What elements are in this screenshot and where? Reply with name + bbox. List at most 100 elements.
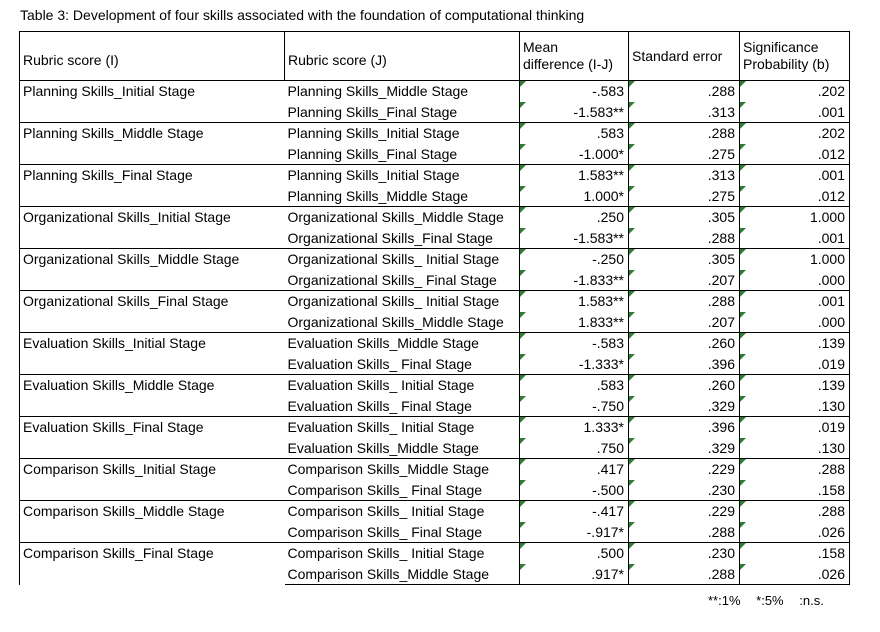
mean-difference-cell: -.417 xyxy=(519,500,629,522)
rubric-j-cell: Evaluation Skills_Middle Stage xyxy=(284,332,520,354)
mean-difference-cell: -1.583** xyxy=(519,227,629,249)
significance-cell: .288 xyxy=(739,500,850,522)
mean-difference-cell: -1.333* xyxy=(519,353,629,375)
table-row: Organizational Skills_Middle Stage 1.833*… xyxy=(20,311,850,333)
mean-difference-cell: .583 xyxy=(519,374,629,396)
standard-error-cell: .396 xyxy=(628,416,740,438)
mean-difference-cell: -1.833** xyxy=(519,269,629,291)
rubric-j-cell: Comparison Skills_Middle Stage xyxy=(284,458,520,480)
rubric-j-cell: Planning Skills_Initial Stage xyxy=(284,164,520,186)
rubric-j-cell: Evaluation Skills_ Final Stage xyxy=(287,397,472,414)
significance-cell: .001 xyxy=(739,164,850,186)
mean-difference-cell: .917* xyxy=(519,563,629,585)
significance-cell: .026 xyxy=(739,563,850,585)
table-row: Evaluation Skills_Middle Stage .750.329.1… xyxy=(20,437,850,459)
significance-legend: **:1% *:5% :n.s. xyxy=(708,593,834,608)
mean-difference-cell: 1.000* xyxy=(519,185,629,207)
rubric-i-cell: Comparison Skills_Middle Stage xyxy=(19,500,285,543)
rubric-i-cell: Organizational Skills_Final Stage xyxy=(19,290,285,333)
significance-cell: .012 xyxy=(739,185,850,207)
standard-error-cell: .288 xyxy=(628,122,740,144)
rubric-j-cell: Organizational Skills_ Initial Stage xyxy=(284,290,520,312)
table-row: Planning Skills_Final Stage -1.583** .313.… xyxy=(20,101,850,123)
standard-error-cell: .288 xyxy=(628,563,740,585)
standard-error-cell: .396 xyxy=(628,353,740,375)
standard-error-cell: .229 xyxy=(628,500,740,522)
rubric-j-cell: Planning Skills_Initial Stage xyxy=(284,122,520,144)
standard-error-cell: .275 xyxy=(628,185,740,207)
header-sig-line1: Significance xyxy=(743,39,819,55)
header-row: Rubric score (I) Rubric score (J) Mean d… xyxy=(19,31,850,81)
mean-difference-cell: -.750 xyxy=(519,395,629,417)
standard-error-cell: .329 xyxy=(628,395,740,417)
rubric-i-cell: Evaluation Skills_Initial Stage xyxy=(19,332,285,375)
significance-cell: .202 xyxy=(739,122,850,144)
standard-error-cell: .329 xyxy=(628,437,740,459)
mean-difference-cell: .500 xyxy=(519,542,629,564)
significance-cell: .026 xyxy=(739,521,850,543)
table-row: Evaluation Skills_Final Stage Evaluation … xyxy=(19,416,850,459)
rubric-j-cell: Planning Skills_Final Stage xyxy=(287,103,458,120)
mean-difference-cell: -.250 xyxy=(519,248,629,270)
table-row: Evaluation Skills_Middle Stage Evaluation… xyxy=(19,374,850,417)
header-rubric-i: Rubric score (I) xyxy=(19,31,285,81)
table-row: Organizational Skills_Final Stage -1.583*… xyxy=(20,227,850,249)
standard-error-cell: .288 xyxy=(628,227,740,249)
rubric-i-cell: Evaluation Skills_Final Stage xyxy=(19,416,285,459)
mean-difference-cell: -.583 xyxy=(519,332,629,354)
table-row: Comparison Skills_Initial Stage Compariso… xyxy=(19,458,850,501)
legend-one-percent: **:1% xyxy=(708,593,741,608)
rubric-j-cell: Planning Skills_Middle Stage xyxy=(284,80,520,102)
rubric-i-cell: Comparison Skills_Initial Stage xyxy=(19,458,285,501)
mean-difference-cell: .583 xyxy=(519,122,629,144)
rubric-j-cell: Evaluation Skills_ Initial Stage xyxy=(284,374,520,396)
rubric-j-cell: Organizational Skills_Final Stage xyxy=(287,229,493,246)
mean-difference-cell: -1.000* xyxy=(519,143,629,165)
standard-error-cell: .260 xyxy=(628,374,740,396)
table-row: Comparison Skills_Middle Stage .917* .288.… xyxy=(20,563,850,585)
table-row: Organizational Skills_Middle Stage Organi… xyxy=(19,248,850,291)
mean-difference-cell: 1.333* xyxy=(519,416,629,438)
rubric-j-cell: Organizational Skills_Middle Stage xyxy=(287,313,504,330)
mean-difference-cell: 1.833** xyxy=(519,311,629,333)
table-row: Comparison Skills_Final Stage Comparison … xyxy=(19,542,850,585)
significance-cell: .000 xyxy=(739,269,850,291)
rubric-j-cell: Comparison Skills_Middle Stage xyxy=(284,563,520,585)
significance-cell: .288 xyxy=(739,458,850,480)
table-row: Planning Skills_Middle Stage 1.000* .275.0… xyxy=(20,185,850,207)
standard-error-cell: .230 xyxy=(628,542,740,564)
table-row: Organizational Skills_Final Stage Organiz… xyxy=(19,290,850,333)
standard-error-cell: .288 xyxy=(628,290,740,312)
significance-cell: .130 xyxy=(739,437,850,459)
standard-error-cell: .275 xyxy=(628,143,740,165)
header-mean-line1: Mean xyxy=(523,39,559,55)
significance-cell: .158 xyxy=(739,542,850,564)
standard-error-cell: .313 xyxy=(628,164,740,186)
table-row: Planning Skills_Initial Stage Planning Sk… xyxy=(19,80,850,123)
header-mean-line2: difference (I-J) xyxy=(523,56,613,72)
significance-cell: .139 xyxy=(739,374,850,396)
header-standard-error: Standard error xyxy=(628,31,740,81)
rubric-j-cell: Comparison Skills_ Final Stage xyxy=(287,523,483,540)
significance-cell: .202 xyxy=(739,80,850,102)
significance-cell: .001 xyxy=(739,227,850,249)
header-significance: Significance Probability (b) xyxy=(739,31,850,81)
table-caption: Table 3: Development of four skills asso… xyxy=(20,7,585,23)
standard-error-cell: .207 xyxy=(628,311,740,333)
rubric-i-cell: Planning Skills_Middle Stage xyxy=(19,122,285,165)
significance-cell: .019 xyxy=(739,416,850,438)
rubric-j-cell: Evaluation Skills_ Final Stage xyxy=(287,355,472,372)
rubric-i-cell: Organizational Skills_Middle Stage xyxy=(19,248,285,291)
table-row: Comparison Skills_ Final Stage -.917* .288… xyxy=(20,521,850,543)
table-row: Comparison Skills_ Final Stage -.500.230.… xyxy=(20,479,850,501)
mean-difference-cell: .250 xyxy=(519,206,629,228)
mean-difference-cell: -1.583** xyxy=(519,101,629,123)
rubric-j-cell: Organizational Skills_Middle Stage xyxy=(284,206,520,228)
table-row: Organizational Skills_ Final Stage -1.833… xyxy=(20,269,850,291)
table-row: Evaluation Skills_ Final Stage -.750.329.… xyxy=(20,395,850,417)
standard-error-cell: .288 xyxy=(628,80,740,102)
header-mean-difference: Mean difference (I-J) xyxy=(519,31,629,81)
table-body: Planning Skills_Initial Stage Planning Sk… xyxy=(19,80,850,585)
rubric-i-cell: Planning Skills_Final Stage xyxy=(19,164,285,207)
rubric-j-cell: Comparison Skills_ Initial Stage xyxy=(284,500,520,522)
